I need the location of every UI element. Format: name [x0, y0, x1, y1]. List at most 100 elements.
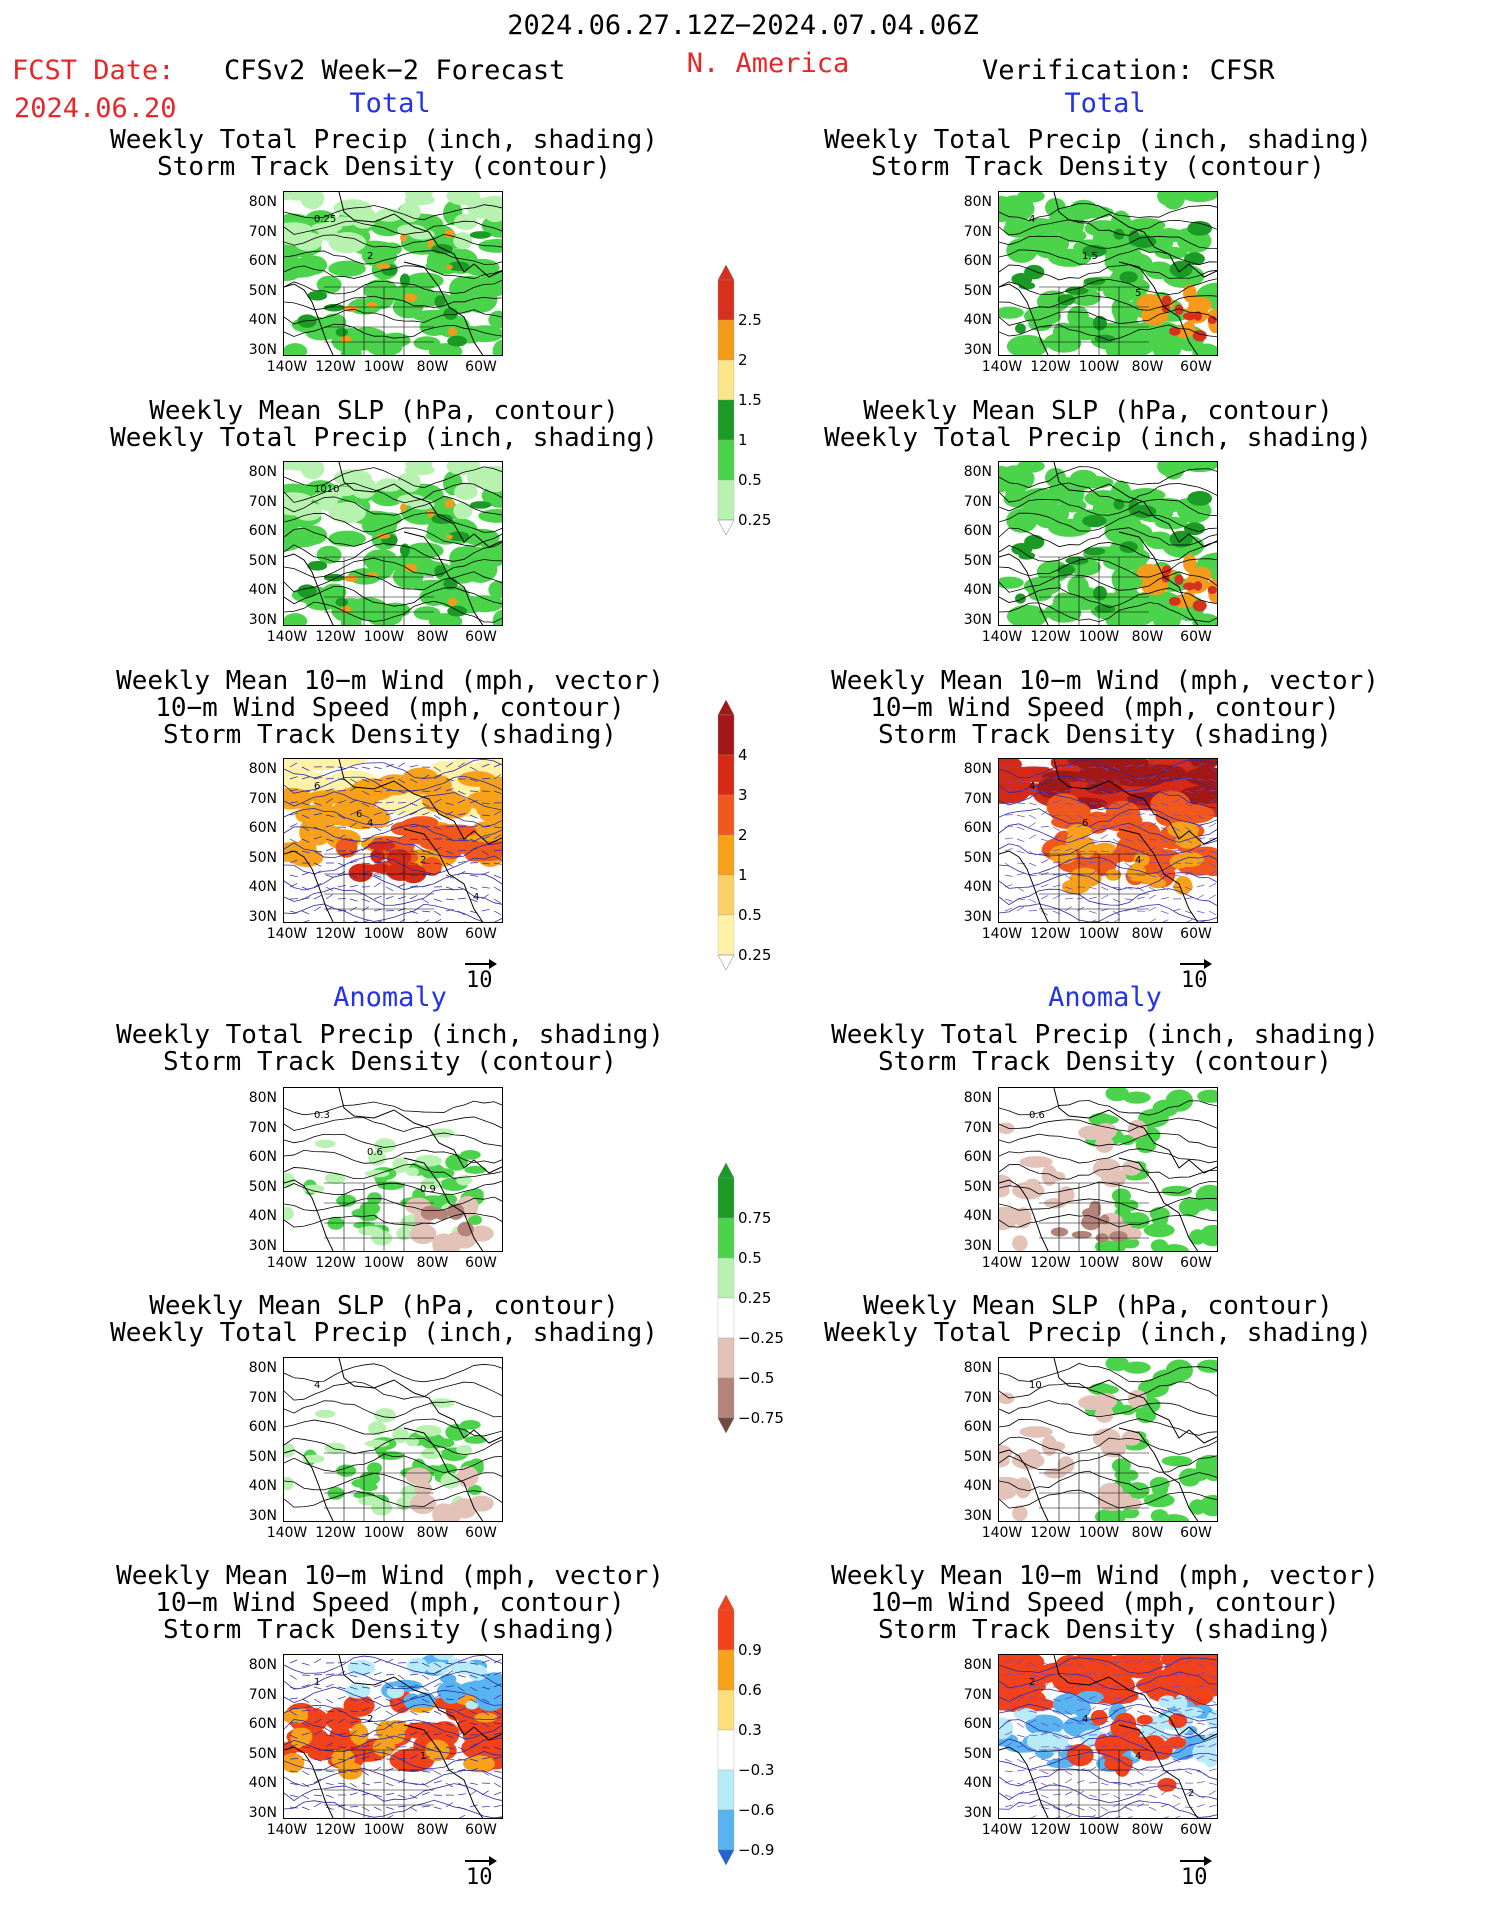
wind-vector — [385, 838, 394, 843]
shading-patch — [1023, 306, 1062, 326]
wind-vector — [1148, 1730, 1157, 1736]
shading-patch — [354, 864, 379, 873]
wind-vector — [1064, 778, 1073, 784]
wind-vector — [481, 1710, 490, 1716]
colorbar-segment — [717, 1337, 735, 1379]
wind-vector — [445, 826, 455, 828]
wind-vector — [313, 813, 322, 816]
wind-vector — [433, 814, 441, 820]
wind-vector — [409, 778, 418, 784]
wind-vector — [385, 858, 393, 864]
wind-vector — [289, 801, 298, 804]
wind-vector — [1124, 1758, 1133, 1761]
contour-line — [999, 324, 1217, 341]
wind-vector — [1004, 778, 1013, 784]
wind-vector — [385, 1698, 394, 1703]
wind-vector — [397, 883, 406, 888]
wind-vector — [1172, 826, 1181, 832]
wind-vector — [469, 814, 478, 819]
wind-vector — [1028, 1710, 1037, 1713]
wind-vector — [1004, 801, 1013, 804]
contour-line — [999, 1117, 1217, 1132]
wind-vector — [289, 1782, 298, 1786]
wind-vector — [1184, 1790, 1193, 1796]
shading-patch — [1183, 312, 1196, 321]
shading-patch — [999, 1686, 1047, 1713]
wind-vector — [1148, 1684, 1157, 1688]
wind-vector — [1040, 1758, 1049, 1762]
lat-tick-label: 30N — [248, 1507, 277, 1524]
wind-vector — [1148, 1694, 1157, 1700]
shading-patch — [468, 1225, 494, 1242]
lon-tick-label: 140W — [266, 1822, 308, 1838]
shading-patch — [425, 774, 452, 796]
lon-tick-label: 80W — [1131, 926, 1164, 942]
wind-vector — [1148, 822, 1157, 828]
shading-patch — [456, 1465, 479, 1488]
wind-vector — [1172, 836, 1181, 840]
shading-patch — [1193, 311, 1203, 321]
wind-vector — [1160, 1698, 1169, 1702]
shading-patch — [1149, 1476, 1170, 1491]
wind-vector — [1040, 895, 1049, 900]
shading-patch — [1104, 520, 1132, 543]
shading-patch — [1126, 218, 1166, 233]
contour-line — [999, 1453, 1217, 1473]
wind-vector — [397, 1720, 406, 1724]
wind-vector — [349, 884, 358, 888]
wind-vector — [409, 1722, 418, 1725]
wind-vector — [1088, 896, 1097, 900]
colorbar-segment — [717, 1217, 735, 1259]
wind-vector — [1196, 1710, 1205, 1713]
contour-line — [284, 308, 502, 325]
wind-vector — [349, 1770, 358, 1773]
wind-vector — [457, 1730, 466, 1736]
shading-patch — [1067, 829, 1089, 845]
wind-vector — [1052, 861, 1061, 864]
wind-vector — [1016, 906, 1025, 912]
wind-vector — [1100, 1733, 1109, 1736]
contour-line — [284, 1735, 502, 1755]
shading-patch — [1013, 1707, 1037, 1721]
wind-vector — [1208, 1710, 1217, 1715]
wind-vector — [1076, 786, 1085, 792]
panel-title-r4-right: Weekly Total Precip (inch, shading) Storm… — [831, 1020, 1379, 1077]
shading-patch — [302, 1454, 325, 1463]
wind-vector — [1064, 874, 1072, 880]
wind-vector — [1160, 1686, 1169, 1690]
shading-patch — [477, 821, 502, 838]
shading-patch — [1014, 1477, 1032, 1499]
wind-vector — [1016, 1745, 1025, 1748]
lat-tick-label: 80N — [248, 194, 277, 210]
wind-vector — [421, 1805, 430, 1808]
wind-vector — [1160, 1662, 1169, 1665]
colorbar-segment — [717, 1769, 735, 1811]
wind-vector — [1208, 1790, 1216, 1796]
wind-vector — [1148, 886, 1157, 892]
contour-line — [999, 790, 1217, 811]
lat-tick-label: 60N — [963, 1716, 992, 1732]
wind-vector — [1172, 1708, 1181, 1712]
wind-vector — [325, 1742, 333, 1748]
shading-patch — [364, 1439, 390, 1448]
shading-patch — [1179, 192, 1217, 203]
wind-vector — [1208, 862, 1217, 868]
wind-vector — [325, 1719, 334, 1724]
wind-vector — [469, 1782, 478, 1785]
wind-vector — [1004, 1794, 1013, 1799]
shading-patch — [344, 304, 359, 312]
wind-vector — [349, 778, 358, 784]
contour-line — [284, 265, 502, 279]
wind-vector — [1088, 1794, 1097, 1798]
wind-vector — [1160, 910, 1169, 915]
shading-patch — [1169, 596, 1181, 606]
wind-vector — [1004, 787, 1013, 792]
wind-vector — [349, 811, 358, 816]
wind-vector — [1016, 1684, 1025, 1688]
wind-vector — [1088, 1806, 1097, 1812]
wind-vector — [421, 1746, 430, 1750]
shading-patch — [1121, 1237, 1140, 1249]
wind-vector — [1136, 1755, 1145, 1760]
